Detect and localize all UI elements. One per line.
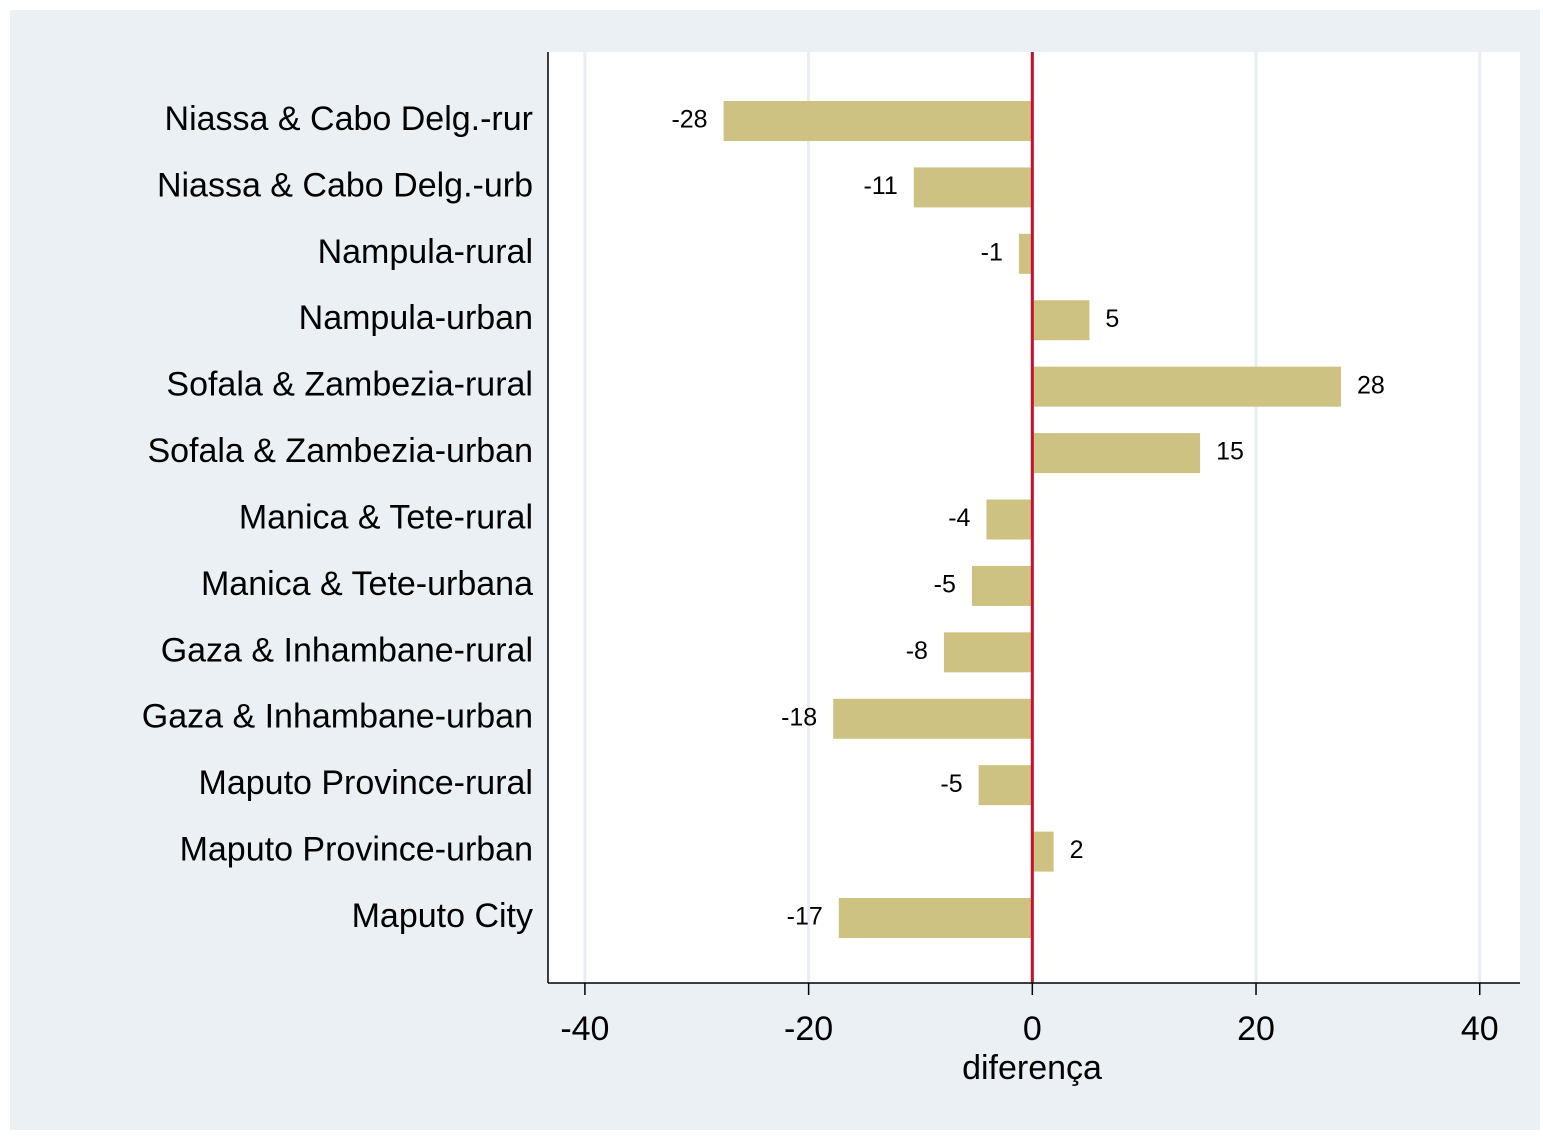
- bar: [1032, 433, 1201, 474]
- bar: [986, 499, 1033, 540]
- y-tick-label: Niassa & Cabo Delg.-urb: [157, 166, 533, 204]
- y-tick-label: Sofala & Zambezia-urban: [147, 432, 533, 470]
- value-label: 28: [1357, 371, 1385, 399]
- value-label: -5: [934, 571, 956, 599]
- bar: [1018, 233, 1033, 274]
- y-tick-label: Gaza & Inhambane-rural: [161, 631, 533, 669]
- y-tick-label: Maputo Province-urban: [180, 831, 533, 869]
- bar: [913, 167, 1033, 208]
- bar: [833, 698, 1033, 739]
- y-tick-label: Sofala & Zambezia-rural: [166, 366, 533, 404]
- value-label: 2: [1070, 836, 1084, 864]
- x-tick-label: -20: [784, 1010, 833, 1048]
- bar: [978, 765, 1033, 806]
- value-label: -1: [981, 238, 1003, 266]
- y-tick-label: Manica & Tete-urbana: [201, 565, 533, 603]
- y-tick-label: Maputo City: [352, 897, 533, 935]
- value-label: -4: [948, 504, 970, 532]
- y-tick-label: Niassa & Cabo Delg.-rur: [165, 100, 533, 138]
- bar: [1032, 366, 1342, 407]
- value-label: 5: [1105, 305, 1119, 333]
- x-tick-label: -40: [560, 1010, 609, 1048]
- plot-area: [548, 52, 1520, 983]
- y-tick-label: Nampula-rural: [318, 233, 533, 271]
- value-label: -8: [906, 637, 928, 665]
- value-label: -28: [671, 106, 707, 134]
- y-tick-label: Gaza & Inhambane-urban: [142, 698, 533, 736]
- value-label: -5: [940, 770, 962, 798]
- value-label: -11: [863, 172, 897, 200]
- y-tick-label: Nampula-urban: [299, 299, 533, 337]
- y-tick-label: Manica & Tete-rural: [239, 498, 533, 536]
- x-tick-label: 40: [1461, 1010, 1499, 1048]
- x-axis-title: diferença: [962, 1049, 1102, 1087]
- value-label: 15: [1216, 438, 1244, 466]
- bar: [838, 898, 1033, 938]
- bar: [971, 565, 1033, 606]
- bar: [723, 101, 1033, 141]
- x-tick-label: 0: [1023, 1010, 1042, 1048]
- value-label: -18: [781, 703, 817, 731]
- x-tick-label: 20: [1237, 1010, 1275, 1048]
- bar: [943, 632, 1033, 673]
- y-tick-label: Maputo Province-rural: [199, 764, 533, 802]
- value-label: -17: [787, 903, 823, 931]
- bar: [1032, 300, 1090, 341]
- bar: [1032, 831, 1054, 872]
